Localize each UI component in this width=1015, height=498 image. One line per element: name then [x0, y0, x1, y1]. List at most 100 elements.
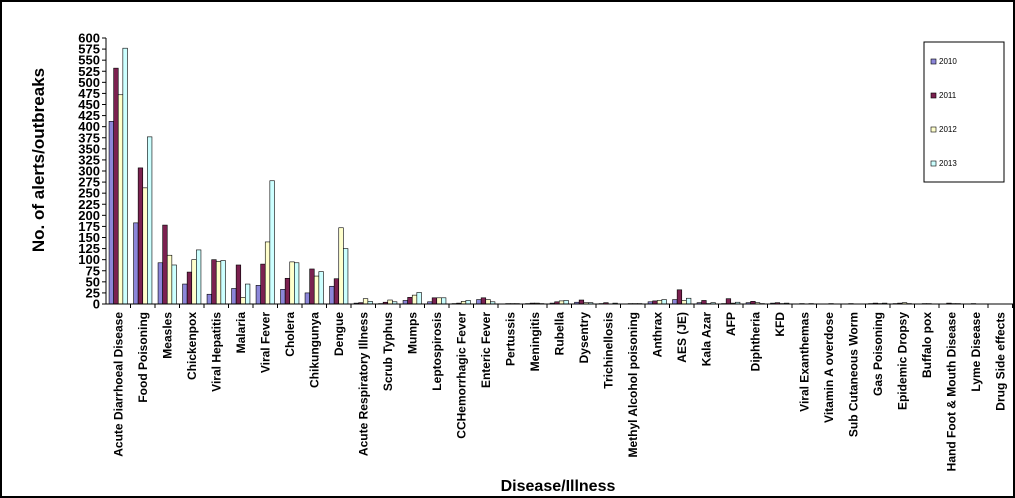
bar-2012 — [117, 94, 124, 305]
bar-2013 — [465, 300, 471, 305]
bar-2012 — [166, 254, 173, 305]
y-tick-label: 375 — [78, 130, 100, 145]
bar-2010 — [672, 299, 678, 305]
bar-2013 — [563, 300, 569, 305]
x-tick-label: AFP — [724, 312, 738, 336]
x-tick-label: Viral Fever — [258, 312, 272, 373]
bar-2011 — [407, 297, 413, 305]
y-tick-label: 75 — [86, 263, 100, 278]
y-tick-label: 150 — [78, 230, 100, 245]
bar-2010 — [182, 283, 188, 305]
x-tick-label: Acute Respiratory Illness — [356, 312, 370, 456]
bar-2010 — [329, 285, 335, 305]
y-tick-label: 100 — [78, 252, 100, 267]
legend-swatch — [930, 126, 937, 133]
bar-2013 — [269, 180, 275, 305]
y-tick-label: 200 — [78, 208, 100, 223]
x-tick-label: Hand Foot & Mouth Disease — [944, 312, 958, 472]
x-tick-label: Meningitis — [528, 312, 542, 372]
bar-2011 — [725, 298, 732, 305]
legend-swatch — [930, 92, 937, 99]
x-tick-label: Viral Exanthemas — [797, 312, 811, 412]
x-tick-label: Buffalo pox — [920, 312, 934, 378]
y-tick-label: 225 — [78, 197, 100, 212]
x-tick-label: Food Poisoning — [136, 312, 150, 403]
bar-2012 — [338, 227, 344, 305]
y-tick-label: 50 — [86, 274, 100, 289]
y-tick-label: 425 — [78, 108, 100, 123]
y-tick-label: 250 — [78, 186, 100, 201]
bar-2013 — [147, 136, 153, 305]
x-tick-label: Enteric Fever — [479, 312, 493, 388]
x-tick-label: Vitamin A overdose — [822, 312, 836, 423]
bar-2010 — [304, 292, 310, 305]
bar-2013 — [122, 47, 128, 305]
x-tick-label: Dysentry — [577, 312, 591, 364]
bar-2012 — [191, 259, 197, 305]
bar-2012 — [681, 300, 687, 305]
bar-2013 — [245, 283, 251, 305]
x-tick-label: Viral Hepatitis — [209, 312, 223, 392]
x-tick-label: Gas Poisoning — [871, 312, 885, 396]
legend-label: 2011 — [939, 91, 957, 100]
bar-2010 — [255, 285, 261, 305]
bar-2012 — [142, 187, 148, 305]
y-axis: 0255075100125150175200225250275300325350… — [78, 31, 107, 312]
y-tick-label: 325 — [78, 152, 100, 167]
x-tick-label: Scrub Typhus — [381, 312, 395, 391]
bar-2011 — [284, 277, 291, 305]
x-tick-label: Chikungunya — [307, 312, 321, 388]
x-tick-label: Sub Cutaneous Worm — [846, 312, 860, 437]
bar-2010 — [157, 262, 163, 305]
x-tick-label: Rubella — [552, 312, 566, 356]
x-tick-label: Dengue — [332, 312, 346, 356]
x-tick-label: Cholera — [283, 312, 297, 357]
bar-2011 — [309, 268, 315, 305]
x-tick-label: Methyl Alcohol poisoning — [626, 312, 640, 458]
y-tick-label: 125 — [78, 241, 100, 256]
bar-2010 — [402, 300, 408, 305]
bar-2011 — [676, 289, 683, 305]
bar-2011 — [701, 300, 707, 305]
bar-2012 — [240, 297, 246, 305]
legend-box — [923, 41, 1005, 183]
bar-2011 — [431, 297, 438, 305]
bar-2012 — [264, 241, 271, 305]
y-tick-label: 500 — [78, 75, 100, 90]
bar-2013 — [171, 264, 177, 305]
plot-area — [108, 47, 977, 305]
bar-2010 — [133, 222, 139, 305]
y-tick-label: 450 — [78, 97, 100, 112]
bar-2011 — [480, 297, 487, 305]
x-tick-label: Anthrax — [650, 312, 664, 358]
bar-2011 — [162, 224, 168, 305]
bar-2013 — [661, 299, 667, 305]
bar-2013 — [220, 260, 226, 305]
x-tick-label: KFD — [773, 312, 787, 337]
x-tick-label: Trichinellosis — [601, 312, 615, 389]
bar-2012 — [289, 261, 295, 305]
x-axis-title: Disease/Illness — [501, 478, 616, 495]
x-tick-label: Leptospirosis — [430, 312, 444, 391]
y-tick-label: 575 — [78, 42, 100, 57]
bar-2012 — [485, 299, 491, 305]
y-axis-title: No. of alerts/outbreaks — [29, 68, 48, 252]
x-tick-label: Measles — [160, 312, 174, 359]
x-tick-label: Mumps — [405, 312, 419, 354]
y-tick-label: 175 — [78, 219, 100, 234]
x-tick-label: Lyme Disease — [969, 312, 983, 392]
y-tick-label: 600 — [78, 31, 100, 46]
legend-swatch — [930, 160, 937, 167]
bar-2012 — [215, 261, 222, 305]
x-tick-label: Pertussis — [503, 312, 517, 366]
y-tick-label: 475 — [78, 86, 100, 101]
bar-2012 — [411, 294, 418, 305]
bar-2013 — [686, 297, 692, 305]
legend-label: 2012 — [939, 125, 957, 134]
y-tick-label: 300 — [78, 164, 100, 179]
bar-2011 — [186, 271, 193, 305]
bar-2011 — [333, 278, 340, 305]
bar-2012 — [387, 299, 393, 305]
bar-2013 — [196, 249, 202, 305]
